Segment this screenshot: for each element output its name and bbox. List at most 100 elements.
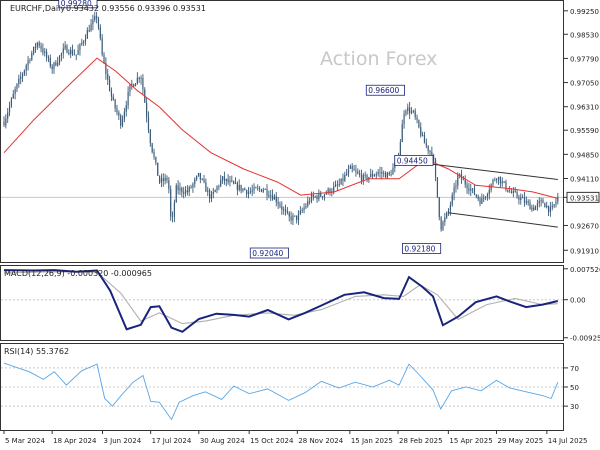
price-candle-body: [314, 196, 316, 198]
price-candle-body: [425, 143, 427, 146]
price-candle-body: [153, 152, 155, 157]
price-candle-body: [68, 52, 70, 54]
price-candle-body: [455, 185, 457, 188]
price-candle-body: [440, 217, 442, 230]
price-candle-body: [518, 197, 520, 200]
price-candle-body: [403, 113, 405, 125]
price-candle-body: [431, 151, 433, 158]
price-candle-body: [388, 172, 390, 175]
price-candle-body: [96, 16, 98, 19]
price-candle-body: [134, 83, 137, 87]
price-candle-body: [103, 54, 105, 64]
price-candle-body: [536, 203, 539, 207]
price-candle-body: [257, 188, 259, 189]
price-candle-body: [94, 16, 96, 20]
price-candle-body: [334, 184, 337, 187]
price-candle-body: [323, 194, 326, 197]
price-candle-body: [296, 215, 298, 221]
price-candle-body: [449, 204, 451, 211]
price-candle-body: [359, 173, 361, 175]
price-candle-body: [260, 189, 263, 192]
x-tick-label: 15 Jan 2025: [351, 437, 393, 445]
price-candle-body: [433, 157, 435, 160]
price-candle-body: [349, 166, 351, 169]
price-candle-body: [42, 48, 44, 53]
price-candle-body: [379, 171, 381, 173]
rsi-tick-label: 50: [570, 384, 579, 392]
price-candle-body: [373, 175, 376, 177]
symbol-label: EURCHF,Daily: [10, 4, 65, 13]
price-candle-body: [73, 54, 75, 56]
price-candle-body: [173, 202, 176, 217]
price-candle-body: [360, 174, 363, 181]
price-tick-label: 0.92670: [570, 222, 599, 230]
price-candle-body: [501, 181, 503, 184]
price-candle-body: [284, 209, 287, 212]
price-candle-body: [197, 173, 200, 177]
price-candle-body: [164, 177, 166, 182]
price-candle-body: [275, 196, 277, 202]
price-candle-body: [86, 30, 88, 39]
price-candle-body: [101, 38, 103, 55]
price-candle-body: [466, 184, 468, 189]
price-candle-body: [131, 84, 133, 85]
price-candle-body: [475, 194, 477, 197]
price-candle-body: [166, 177, 168, 181]
price-candle-body: [509, 191, 511, 193]
price-candle-body: [147, 116, 150, 131]
price-candle-body: [312, 194, 314, 197]
price-candle-body: [479, 198, 481, 204]
price-candle-body: [88, 30, 90, 32]
price-candle-body: [446, 212, 448, 218]
price-candle-body: [36, 42, 38, 48]
price-candle-body: [242, 188, 244, 191]
price-candle-body: [494, 179, 496, 181]
macd-panel-frame: [0, 265, 564, 341]
price-candle-body: [436, 177, 439, 198]
price-candle-body: [527, 201, 529, 203]
price-candle-body: [175, 185, 177, 203]
price-candle-body: [244, 188, 246, 191]
price-candle-body: [266, 189, 268, 196]
price-tick-label: 0.98530: [570, 31, 599, 39]
price-candle-body: [375, 174, 377, 176]
price-candle-body: [421, 134, 424, 136]
price-candle-body: [238, 184, 240, 190]
price-candle-body: [366, 175, 368, 180]
price-candle-body: [129, 84, 131, 92]
price-candle-body: [34, 46, 37, 48]
price-candle-body: [149, 130, 151, 144]
price-candle-body: [290, 216, 292, 221]
macd-panel: 0.007526 0.00 -0.009252: [1, 266, 600, 343]
price-tick-label: 0.91910: [570, 247, 599, 255]
x-tick-label: 17 Jul 2024: [152, 437, 192, 445]
price-candle-body: [557, 196, 559, 202]
price-candle-body: [271, 195, 274, 200]
price-candle-body: [205, 182, 207, 192]
price-candle-body: [168, 180, 170, 190]
price-candle-body: [118, 112, 120, 116]
price-candle-body: [347, 168, 350, 174]
price-candle-body: [294, 215, 296, 217]
price-candle-body: [484, 196, 487, 198]
price-candle-body: [120, 115, 122, 126]
price-candle-body: [160, 178, 163, 183]
price-candle-body: [390, 174, 392, 176]
price-candle-body: [462, 179, 464, 181]
rsi-title: RSI(14) 55.3762: [4, 347, 69, 356]
price-candle-body: [259, 188, 261, 190]
price-candle-body: [270, 195, 272, 197]
price-candle-body: [221, 176, 224, 180]
watermark: Action Forex: [320, 48, 437, 70]
price-candle-body: [510, 191, 513, 193]
price-candle-body: [273, 196, 276, 200]
rsi-panel-frame: [0, 343, 564, 431]
price-candle-body: [177, 185, 179, 191]
price-candle-body: [199, 173, 201, 180]
price-candle-body: [377, 172, 379, 175]
price-candle-body: [447, 210, 450, 213]
price-candle-body: [488, 190, 490, 195]
price-candle-body: [116, 108, 118, 113]
price-candle-body: [188, 187, 190, 193]
channel-lower-line: [448, 212, 558, 228]
